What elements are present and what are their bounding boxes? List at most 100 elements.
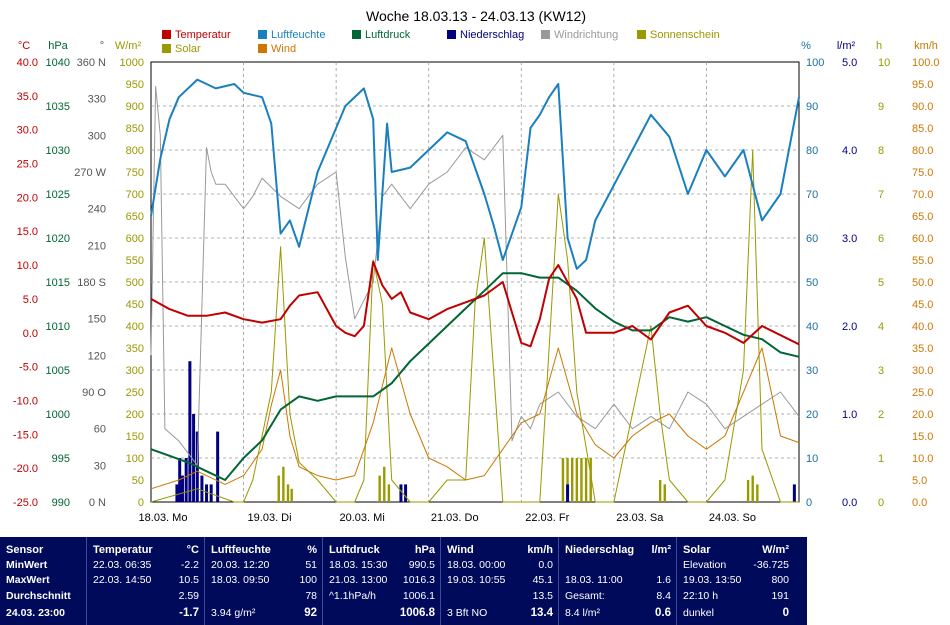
- stats-row-label: 18.03. 15:30: [329, 559, 388, 571]
- tick-label-solar: 450: [126, 299, 144, 311]
- x-axis-ticks: 18.03. Mo 19.03. Di 20.03. Mi 21.03. Do 22.0…: [139, 512, 756, 524]
- stats-header-label: Luftdruck: [329, 544, 380, 556]
- niederschlag-bar: [175, 484, 179, 502]
- stats-row: 3.94 g/m² 92: [211, 607, 317, 621]
- tick-label-niederschlag: 1.0: [842, 409, 857, 421]
- tick-label-luftfeuchte: 50: [806, 277, 818, 289]
- stats-row-value: -2.2: [180, 559, 199, 571]
- niederschlag-bar: [404, 484, 408, 502]
- stats-row-label: 19.03. 10:55: [447, 574, 506, 586]
- legend-swatch: [162, 30, 171, 39]
- tick-label-solar: 1000: [120, 57, 144, 69]
- stats-row-label: MinWert: [6, 559, 48, 571]
- stats-row-label: 22.03. 14:50: [93, 574, 152, 586]
- series-line-luftfeuchte: [150, 78, 800, 270]
- tick-label-temperatur: -5.0: [19, 362, 38, 374]
- sonnenschein-bar: [663, 484, 666, 502]
- tick-label-luftfeuchte: 30: [806, 365, 818, 377]
- tick-label-solar: 400: [126, 321, 144, 333]
- stats-header-temperatur: Temperatur °C: [93, 544, 199, 556]
- stats-row-label: 3.94 g/m²: [211, 607, 256, 619]
- legend-swatch: [447, 30, 456, 39]
- tick-label-solar: 100: [126, 453, 144, 465]
- x-tick-label: 18.03. Mo: [139, 512, 188, 524]
- stats-row: 2.59: [93, 590, 199, 604]
- tick-label-wind: 80.0: [912, 145, 933, 157]
- axis-unit-wind: km/h: [914, 40, 938, 52]
- stats-row: 22:10 h 191: [683, 590, 789, 604]
- tick-label-wind: 20.0: [912, 409, 933, 421]
- stats-sensor-header: Sensor: [6, 544, 44, 556]
- stats-row-value: 10.5: [178, 574, 199, 586]
- tick-label-temperatur: 15.0: [17, 226, 38, 238]
- legend-label: Niederschlag: [460, 29, 524, 41]
- tick-label-luftdruck: 1020: [46, 233, 70, 245]
- stats-sensor-column: Sensor MinWert MaxWert Durchschnitt 24.0…: [0, 537, 86, 625]
- axis-unit-labels: °C hPa ° W/m²% l/m² h km/h: [18, 40, 938, 52]
- stats-row-label: dunkel: [683, 607, 714, 619]
- stats-row-value: -1.7: [179, 607, 199, 619]
- axis-unit-windrichtung: °: [100, 40, 104, 52]
- stats-row-value: 1016.3: [402, 574, 435, 586]
- stats-row-value: -36.725: [753, 559, 789, 571]
- tick-label-luftfeuchte: 100: [806, 57, 824, 69]
- stats-row-label: 8.4 l/m²: [565, 607, 601, 619]
- tick-label-solar: 750: [126, 167, 144, 179]
- sonnenschein-bar: [290, 488, 293, 502]
- tick-label-windrichtung: 60: [94, 424, 106, 436]
- tick-label-solar: 350: [126, 343, 144, 355]
- tick-label-solar: 500: [126, 277, 144, 289]
- tick-label-solar: 300: [126, 365, 144, 377]
- tick-label-wind: 65.0: [912, 211, 933, 223]
- tick-label-wind: 90.0: [912, 101, 933, 113]
- tick-label-wind: 75.0: [912, 167, 933, 179]
- tick-label-wind: 15.0: [912, 431, 933, 443]
- stats-row-label: MaxWert: [6, 574, 50, 586]
- sonnenschein-bar: [277, 475, 280, 502]
- x-tick-label: 21.03. Do: [431, 512, 479, 524]
- tick-label-niederschlag: 5.0: [842, 57, 857, 69]
- stats-row-label: 21.03. 13:00: [329, 574, 388, 586]
- tick-label-niederschlag: 2.0: [842, 321, 857, 333]
- stats-row-label: ^1.1hPa/h: [329, 590, 376, 602]
- stats-row-label: 18.03. 00:00: [447, 559, 506, 571]
- right-axis-ticks: 10090807060504030201005.04.03.02.01.00.0…: [806, 57, 940, 509]
- sonnenschein-bar: [756, 484, 759, 502]
- tick-label-niederschlag: 3.0: [842, 233, 857, 245]
- stats-row-label: 22.03. 06:35: [93, 559, 152, 571]
- stats-header-unit: %: [307, 544, 317, 556]
- sonnenschein-bar: [387, 484, 391, 502]
- stats-row: 78: [211, 590, 317, 604]
- tick-label-wind: 70.0: [912, 189, 933, 201]
- tick-label-temperatur: 20.0: [17, 192, 38, 204]
- tick-label-wind: 95.0: [912, 79, 933, 91]
- stats-row-value: 92: [304, 607, 317, 619]
- axis-unit-niederschlag: l/m²: [837, 40, 856, 52]
- stats-row: 22.03. 14:50 10.5: [93, 574, 199, 588]
- sonnenschein-bar: [589, 458, 592, 502]
- stats-panel: Sensor MinWert MaxWert Durchschnitt 24.0…: [0, 537, 807, 625]
- bar-marks: [175, 361, 796, 502]
- tick-label-wind: 0.0: [912, 497, 927, 509]
- tick-label-windrichtung: 30: [94, 460, 106, 472]
- tick-label-luftdruck: 1015: [46, 277, 70, 289]
- tick-label-sonnenschein: 8: [878, 145, 884, 157]
- stats-row: 13.5: [447, 590, 553, 604]
- stats-header-unit: W/m²: [762, 544, 789, 556]
- stats-row: ^1.1hPa/h 1006.1: [329, 590, 435, 604]
- tick-label-sonnenschein: 9: [878, 101, 884, 113]
- stats-row-value: 2.59: [178, 590, 199, 602]
- tick-label-temperatur: -15.0: [13, 429, 38, 441]
- tick-label-temperatur: 5.0: [23, 294, 38, 306]
- stats-header-label: Solar: [683, 544, 711, 556]
- tick-label-windrichtung: 120: [88, 350, 106, 362]
- stats-row-value: 45.1: [532, 574, 553, 586]
- stats-row: 19.03. 13:50 800: [683, 574, 789, 588]
- tick-label-temperatur: 35.0: [17, 91, 38, 103]
- stats-row-value: 8.4: [656, 590, 671, 602]
- stats-row: Gesamt: 8.4: [565, 590, 671, 604]
- stats-header-wind: Wind km/h: [447, 544, 553, 556]
- stats-row: 22.03. 06:35 -2.2: [93, 559, 199, 573]
- tick-label-sonnenschein: 7: [878, 189, 884, 201]
- stats-row: 19.03. 10:55 45.1: [447, 574, 553, 588]
